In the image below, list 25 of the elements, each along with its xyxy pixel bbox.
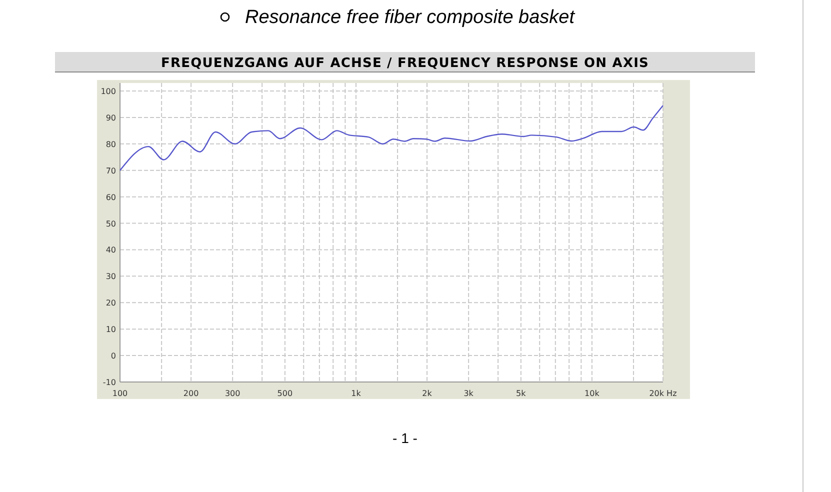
x-tick-label: 200 bbox=[183, 389, 199, 398]
y-tick-label: 90 bbox=[106, 113, 116, 122]
y-tick-label: 70 bbox=[106, 166, 116, 176]
x-tick-label: 5k bbox=[516, 389, 526, 398]
x-tick-label: 300 bbox=[224, 389, 240, 398]
x-tick-label: 10k bbox=[584, 389, 600, 398]
y-tick-label: 50 bbox=[106, 219, 116, 228]
text: Resonance free fiber composite basket bbox=[245, 7, 576, 28]
y-tick-label: 20 bbox=[106, 298, 116, 308]
chart-title: FREQUENZGANG AUF ACHSE / FREQUENCY RESPONSE ON AXIS bbox=[161, 56, 649, 71]
x-tick-label: 3k bbox=[464, 389, 474, 398]
x-tick-label: 500 bbox=[277, 389, 293, 398]
x-tick-label: 100 bbox=[112, 389, 128, 398]
y-tick-label: 100 bbox=[100, 87, 116, 96]
x-tick-label: 20k Hz bbox=[649, 389, 677, 398]
y-tick-label: 0 bbox=[110, 352, 116, 361]
y-tick-label: 80 bbox=[106, 140, 116, 149]
y-tick-label: 30 bbox=[106, 272, 116, 282]
text: - 1 - bbox=[392, 430, 418, 446]
y-tick-label: -10 bbox=[102, 378, 116, 387]
y-tick-label: 10 bbox=[106, 325, 116, 334]
x-tick-label: 1k bbox=[351, 389, 362, 398]
y-tick-label: 60 bbox=[106, 192, 116, 202]
x-tick-label: 2k bbox=[422, 389, 432, 398]
y-tick-label: 40 bbox=[106, 246, 116, 255]
